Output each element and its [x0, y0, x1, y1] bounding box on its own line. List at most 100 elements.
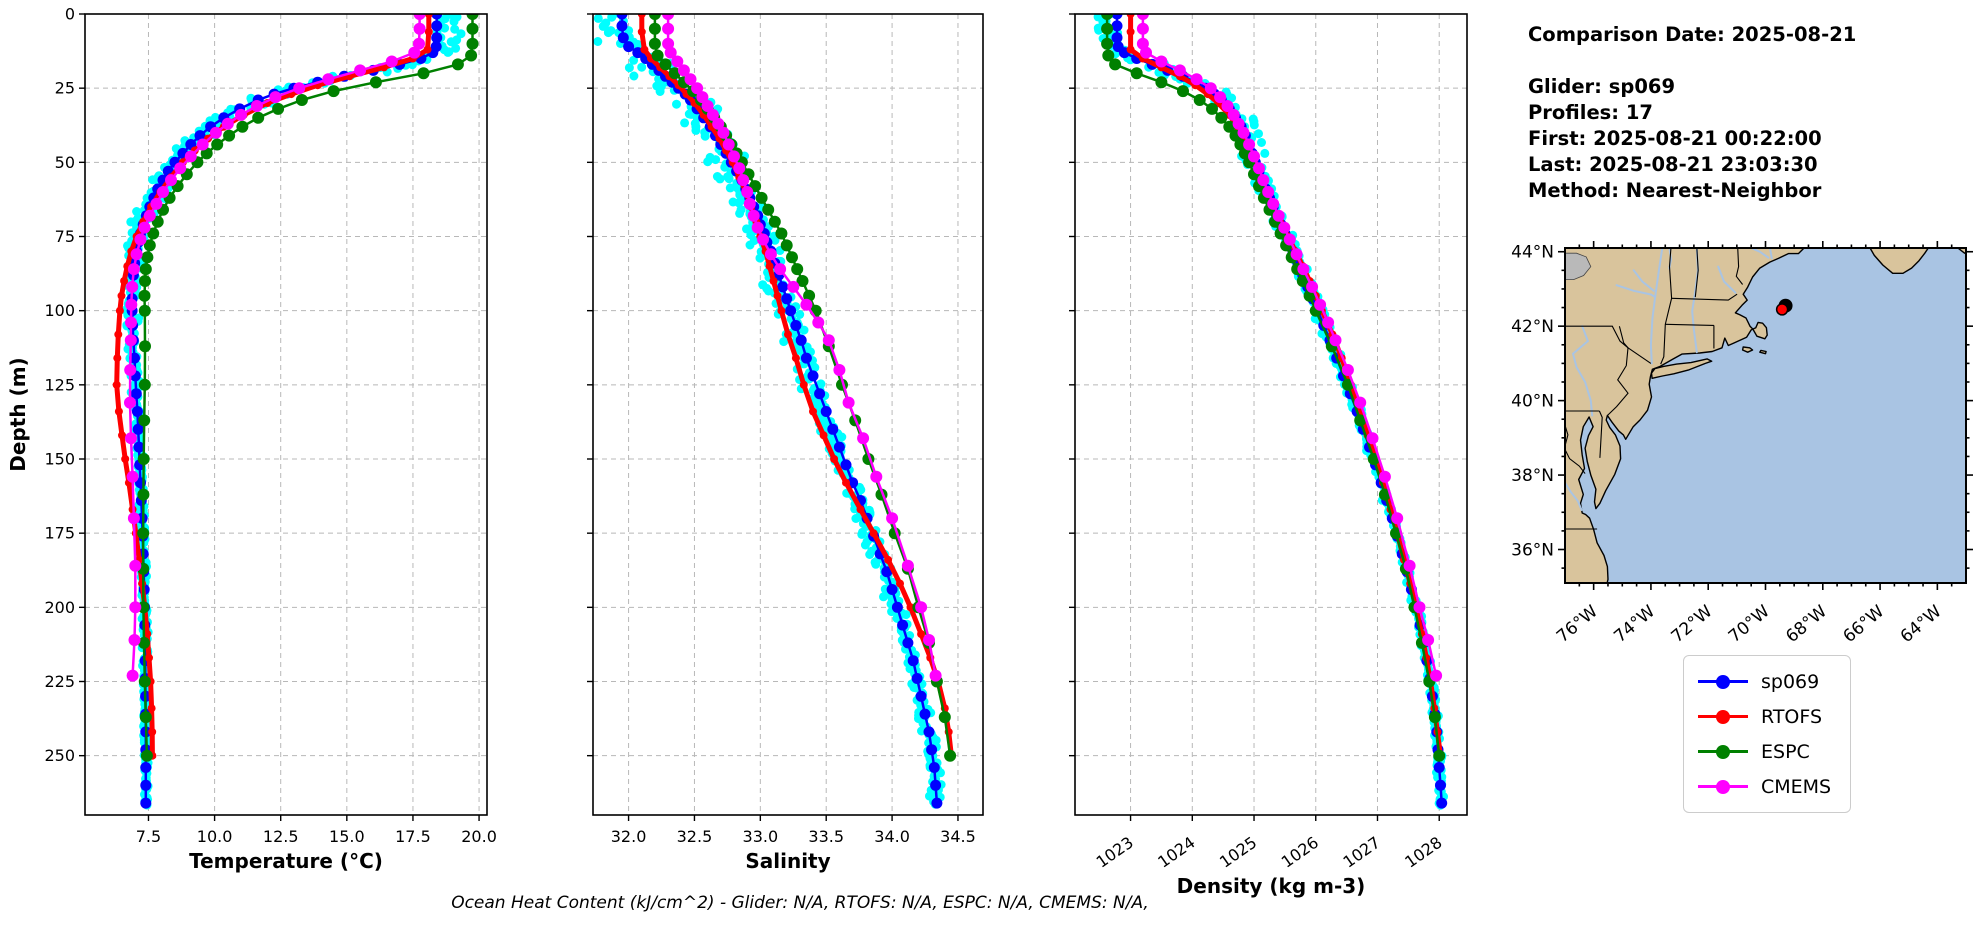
map-lat-tick-label: 36°N	[1511, 541, 1554, 561]
map-lon-tick-label: 76°W	[1553, 601, 1602, 647]
legend-item-sp069: sp069	[1698, 664, 1850, 699]
legend-label: ESPC	[1761, 740, 1810, 763]
density-series-CMEMS	[1136, 14, 1443, 682]
density-x-tick-label: 1026	[1278, 833, 1322, 872]
temperature-line-RTOFS	[114, 14, 432, 759]
info-panel: Comparison Date: 2025-08-21 Glider: sp06…	[1528, 22, 1856, 204]
salinity-x-tick-label: 33.5	[808, 827, 844, 846]
temperature-markers-sp069	[126, 14, 443, 809]
salinity-markers-sp069	[616, 14, 943, 809]
depth-tick-label: 100	[44, 301, 75, 320]
map-lat-tick-label: 44°N	[1511, 243, 1554, 263]
legend-label: sp069	[1761, 670, 1820, 693]
depth-tick-label: 75	[55, 227, 75, 246]
depth-tick-label: 175	[44, 524, 75, 543]
temperature-axis-label: Temperature (°C)	[189, 849, 383, 873]
depth-tick-label: 0	[65, 5, 75, 24]
salinity-x-tick-label: 32.0	[611, 827, 647, 846]
salinity-x-tick-label: 32.5	[677, 827, 713, 846]
comparison-date-text: Comparison Date: 2025-08-21	[1528, 23, 1857, 46]
density-line-sp069	[1115, 14, 1443, 805]
salinity-glider-raw-points	[593, 14, 946, 809]
density-grid	[1075, 14, 1467, 815]
temperature-markers-CMEMS	[124, 14, 426, 682]
temperature-line-ESPC	[141, 14, 474, 757]
map-lat-tick-label: 38°N	[1511, 466, 1554, 486]
legend-item-RTOFS: RTOFS	[1698, 699, 1850, 734]
salinity-series-CMEMS	[662, 14, 942, 682]
salinity-line-sp069	[620, 14, 939, 805]
density-axes-frame	[1074, 13, 1468, 816]
density-x-tick-label: 1024	[1154, 833, 1198, 872]
temperature-x-tick-label: 15.0	[329, 827, 365, 846]
ocean-heat-content-note: Ocean Heat Content (kJ/cm^2) - Glider: N…	[451, 893, 1149, 913]
salinity-x-tick-label: 33.0	[743, 827, 779, 846]
temperature-x-tick-label: 10.0	[197, 827, 233, 846]
method-text: Method: Nearest-Neighbor	[1528, 179, 1822, 202]
chart-salinity: 32.0 32.5 33.0 33.5 34.0 34.5 Salinity	[587, 13, 984, 873]
map-state-borders	[1565, 248, 1744, 530]
map-lat-tick-label: 42°N	[1511, 317, 1554, 337]
legend-item-ESPC: ESPC	[1698, 734, 1850, 769]
salinity-x-tick-label: 34.5	[940, 827, 976, 846]
salinity-axis-label: Salinity	[745, 849, 830, 873]
last-profile-time-text: Last: 2025-08-21 23:03:30	[1528, 153, 1818, 176]
temperature-glider-raw-points	[120, 14, 466, 810]
depth-tick-label: 200	[44, 598, 75, 617]
legend-line-marker-sp069	[1698, 674, 1748, 690]
map-land	[1565, 248, 1966, 583]
temperature-markers-ESPC	[137, 14, 479, 762]
first-profile-time-text: First: 2025-08-21 00:22:00	[1528, 127, 1822, 150]
map-lon-tick-label: 66°W	[1839, 601, 1888, 647]
depth-tick-label: 250	[44, 746, 75, 765]
density-x-tick-label: 1027	[1340, 833, 1384, 872]
density-ticks	[1069, 13, 1440, 821]
legend-label: RTOFS	[1761, 705, 1823, 728]
legend-item-CMEMS: CMEMS	[1698, 769, 1850, 804]
map-lon-tick-label: 64°W	[1897, 601, 1946, 647]
salinity-ticks	[587, 13, 959, 821]
temperature-x-tick-label: 20.0	[461, 827, 497, 846]
legend-line-marker-CMEMS	[1698, 779, 1748, 795]
map-lon-tick-label: 70°W	[1725, 601, 1774, 647]
map-lon-tick-label: 68°W	[1782, 601, 1831, 647]
temperature-x-tick-label: 12.5	[263, 827, 299, 846]
map-lat-tick-label: 40°N	[1511, 392, 1554, 412]
legend-label: CMEMS	[1761, 775, 1832, 798]
depth-tick-label: 50	[55, 153, 75, 172]
temperature-series-sp069	[126, 14, 443, 809]
map-lon-tick-label: 72°W	[1668, 601, 1717, 647]
density-line-ESPC	[1105, 14, 1441, 757]
temperature-line-sp069	[130, 14, 438, 805]
density-axis-label: Density (kg m-3)	[1177, 874, 1366, 898]
chart-temperature: 7.5 10.0 12.5 15.0 17.5 20.0 0 25 50 75 100 125 150 1…	[6, 5, 497, 874]
temperature-series-ESPC	[137, 14, 479, 762]
info-spacer	[1528, 48, 1856, 74]
temperature-x-tick-label: 17.5	[395, 827, 431, 846]
glider-id-text: Glider: sp069	[1528, 75, 1676, 98]
legend-line-marker-ESPC	[1698, 744, 1748, 760]
density-markers-sp069	[1111, 14, 1448, 809]
temperature-axes-frame	[84, 13, 488, 816]
density-x-tick-label: 1023	[1093, 833, 1137, 872]
depth-tick-label: 25	[55, 79, 75, 98]
legend: sp069 RTOFS ESPC CMEMS	[1683, 655, 1851, 813]
salinity-x-tick-label: 34.0	[874, 827, 910, 846]
salinity-series-sp069	[616, 14, 943, 809]
location-map: 76°W 74°W 72°W 70°W 68°W 66°W 64°W 44°N 42°N 40°N…	[1511, 241, 1973, 647]
profiles-count-text: Profiles: 17	[1528, 101, 1653, 124]
map-lon-tick-label: 74°W	[1610, 601, 1659, 647]
density-x-tick-label: 1028	[1401, 833, 1445, 872]
density-series-sp069	[1111, 14, 1448, 809]
depth-tick-label: 225	[44, 672, 75, 691]
depth-axis-label: Depth (m)	[6, 357, 30, 471]
density-x-tick-label: 1025	[1216, 833, 1260, 872]
depth-tick-label: 150	[44, 450, 75, 469]
density-line-CMEMS	[1141, 14, 1438, 677]
glider-position-marker	[1775, 303, 1789, 316]
map-ticks	[1558, 241, 1973, 590]
density-glider-raw-points	[1093, 14, 1448, 810]
temperature-series-CMEMS	[124, 14, 426, 682]
